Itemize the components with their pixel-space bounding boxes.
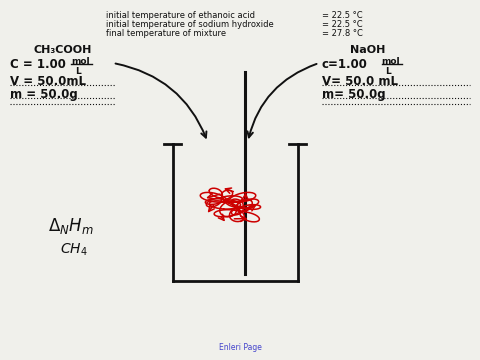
Text: Enleri Page: Enleri Page xyxy=(218,343,262,352)
Text: = 22.5 °C: = 22.5 °C xyxy=(322,11,362,20)
FancyArrowPatch shape xyxy=(116,63,206,138)
Text: CH₃COOH: CH₃COOH xyxy=(34,45,92,55)
Text: mol: mol xyxy=(71,57,90,66)
Text: $\Delta_N H_m$: $\Delta_N H_m$ xyxy=(48,216,94,236)
Text: NaOH: NaOH xyxy=(350,45,386,55)
Text: = 27.8 °C: = 27.8 °C xyxy=(322,29,362,38)
Text: c=1.00: c=1.00 xyxy=(322,58,368,71)
Text: = 22.5 °C: = 22.5 °C xyxy=(322,20,362,29)
Text: initial temperature of sodium hydroxide: initial temperature of sodium hydroxide xyxy=(106,20,273,29)
Text: V = 50.0mL: V = 50.0mL xyxy=(10,75,85,88)
Text: L: L xyxy=(385,67,391,76)
Text: L: L xyxy=(75,67,81,76)
Text: final temperature of mixture: final temperature of mixture xyxy=(106,29,226,38)
Text: mol: mol xyxy=(382,57,400,66)
FancyArrowPatch shape xyxy=(248,64,317,138)
Text: m= 50.0g: m= 50.0g xyxy=(322,88,385,101)
Text: m = 50.0g: m = 50.0g xyxy=(10,88,77,101)
Text: initial temperature of ethanoic acid: initial temperature of ethanoic acid xyxy=(106,11,254,20)
Text: $CH_4$: $CH_4$ xyxy=(60,241,88,258)
Text: V= 50.0 mL: V= 50.0 mL xyxy=(322,75,397,88)
Text: C = 1.00: C = 1.00 xyxy=(10,58,65,71)
